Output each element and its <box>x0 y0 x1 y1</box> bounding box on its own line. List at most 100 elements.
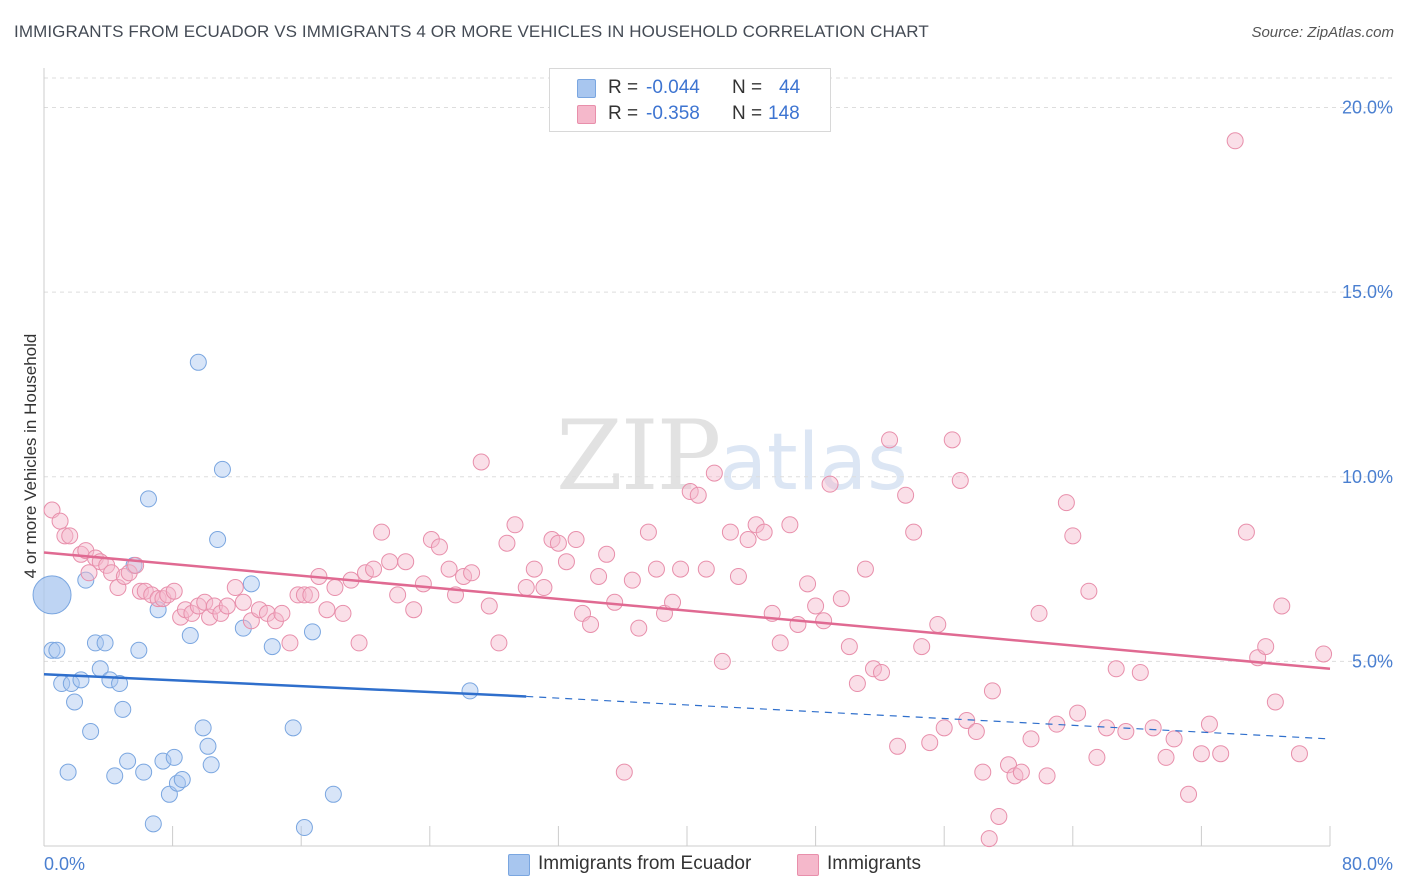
point-ecuador <box>86 634 104 652</box>
point-ecuador <box>202 756 220 774</box>
point-immigrants <box>218 597 236 615</box>
point-immigrants <box>1131 663 1149 681</box>
point-immigrants <box>334 604 352 622</box>
point-immigrants <box>815 612 833 630</box>
point-immigrants <box>980 830 998 848</box>
point-immigrants <box>414 575 432 593</box>
point-immigrants <box>1022 730 1040 748</box>
point-immigrants <box>1200 715 1218 733</box>
point-immigrants <box>856 560 874 578</box>
point-immigrants <box>498 534 516 552</box>
point-ecuador <box>114 700 132 718</box>
point-immigrants <box>463 564 481 582</box>
point-immigrants <box>373 523 391 541</box>
point-ecuador <box>130 641 148 659</box>
point-ecuador <box>96 634 114 652</box>
point-immigrants <box>318 601 336 619</box>
point-ecuador <box>135 763 153 781</box>
point-ecuador <box>101 671 119 689</box>
point-ecuador <box>209 531 227 549</box>
point-immigrants <box>905 523 923 541</box>
point-immigrants <box>897 486 915 504</box>
point-immigrants <box>389 586 407 604</box>
point-immigrants <box>935 719 953 737</box>
point-immigrants <box>1038 767 1056 785</box>
point-immigrants <box>1165 730 1183 748</box>
point-ecuador <box>32 575 72 615</box>
point-immigrants <box>943 431 961 449</box>
point-immigrants <box>295 586 313 604</box>
trend-line-immigrants <box>43 551 1331 671</box>
point-immigrants <box>983 682 1001 700</box>
point-immigrants <box>1212 745 1230 763</box>
point-immigrants <box>807 597 825 615</box>
point-ecuador <box>144 815 162 833</box>
watermark-zip: ZIP <box>556 400 721 512</box>
point-immigrants <box>598 545 616 563</box>
point-ecuador <box>119 752 137 770</box>
point-ecuador <box>213 460 231 478</box>
point-ecuador <box>139 490 157 508</box>
point-ecuador <box>324 785 342 803</box>
point-immigrants <box>1107 660 1125 678</box>
point-immigrants <box>990 807 1008 825</box>
point-immigrants <box>1315 645 1333 663</box>
point-immigrants <box>51 512 69 530</box>
point-immigrants <box>789 615 807 633</box>
legend-n-label: N = <box>732 103 763 124</box>
point-immigrants <box>832 590 850 608</box>
point-ecuador <box>82 723 100 741</box>
point-immigrants <box>1064 527 1082 545</box>
legend-n-value: 44 <box>779 77 801 98</box>
point-ecuador <box>295 819 313 837</box>
axes <box>43 68 1331 847</box>
point-immigrants <box>951 471 969 489</box>
point-immigrants <box>326 579 344 597</box>
point-immigrants <box>226 579 244 597</box>
legend-r-value: -0.358 <box>646 103 700 124</box>
point-immigrants <box>864 660 882 678</box>
point-immigrants <box>1117 723 1135 741</box>
y-tick-label: 5.0% <box>1352 651 1393 671</box>
point-immigrants <box>302 586 320 604</box>
point-immigrants <box>647 560 665 578</box>
point-immigrants <box>1290 745 1308 763</box>
point-immigrants <box>881 431 899 449</box>
point-immigrants <box>1030 604 1048 622</box>
bottom-legend-swatch <box>797 854 819 876</box>
point-immigrants <box>480 597 498 615</box>
point-immigrants <box>713 652 731 670</box>
legend-swatch-ecuador <box>577 79 596 98</box>
point-immigrants <box>1012 763 1030 781</box>
point-immigrants <box>506 516 524 534</box>
trend-line-ecuador <box>43 673 527 698</box>
point-ecuador <box>194 719 212 737</box>
y-tick-label: 10.0% <box>1342 467 1393 487</box>
point-immigrants <box>1273 597 1291 615</box>
point-immigrants <box>1144 719 1162 737</box>
y-tick-label: 20.0% <box>1342 98 1393 118</box>
point-immigrants <box>1080 582 1098 600</box>
point-immigrants <box>490 634 508 652</box>
series-ecuador <box>32 353 479 837</box>
point-immigrants <box>350 634 368 652</box>
point-immigrants <box>273 604 291 622</box>
point-immigrants <box>590 567 608 585</box>
point-immigrants <box>397 553 415 571</box>
point-immigrants <box>103 564 121 582</box>
point-immigrants <box>1266 693 1284 711</box>
bottom-legend-swatch <box>508 854 530 876</box>
point-immigrants <box>472 453 490 471</box>
point-immigrants <box>557 553 575 571</box>
point-ecuador <box>48 641 66 659</box>
point-ecuador <box>173 771 191 789</box>
point-ecuador <box>461 682 479 700</box>
point-immigrants <box>739 531 757 549</box>
point-immigrants <box>535 579 553 597</box>
point-immigrants <box>929 615 947 633</box>
point-immigrants <box>250 601 268 619</box>
point-immigrants <box>1157 748 1175 766</box>
point-ecuador <box>43 641 61 659</box>
point-immigrants <box>1088 748 1106 766</box>
point-immigrants <box>567 531 585 549</box>
